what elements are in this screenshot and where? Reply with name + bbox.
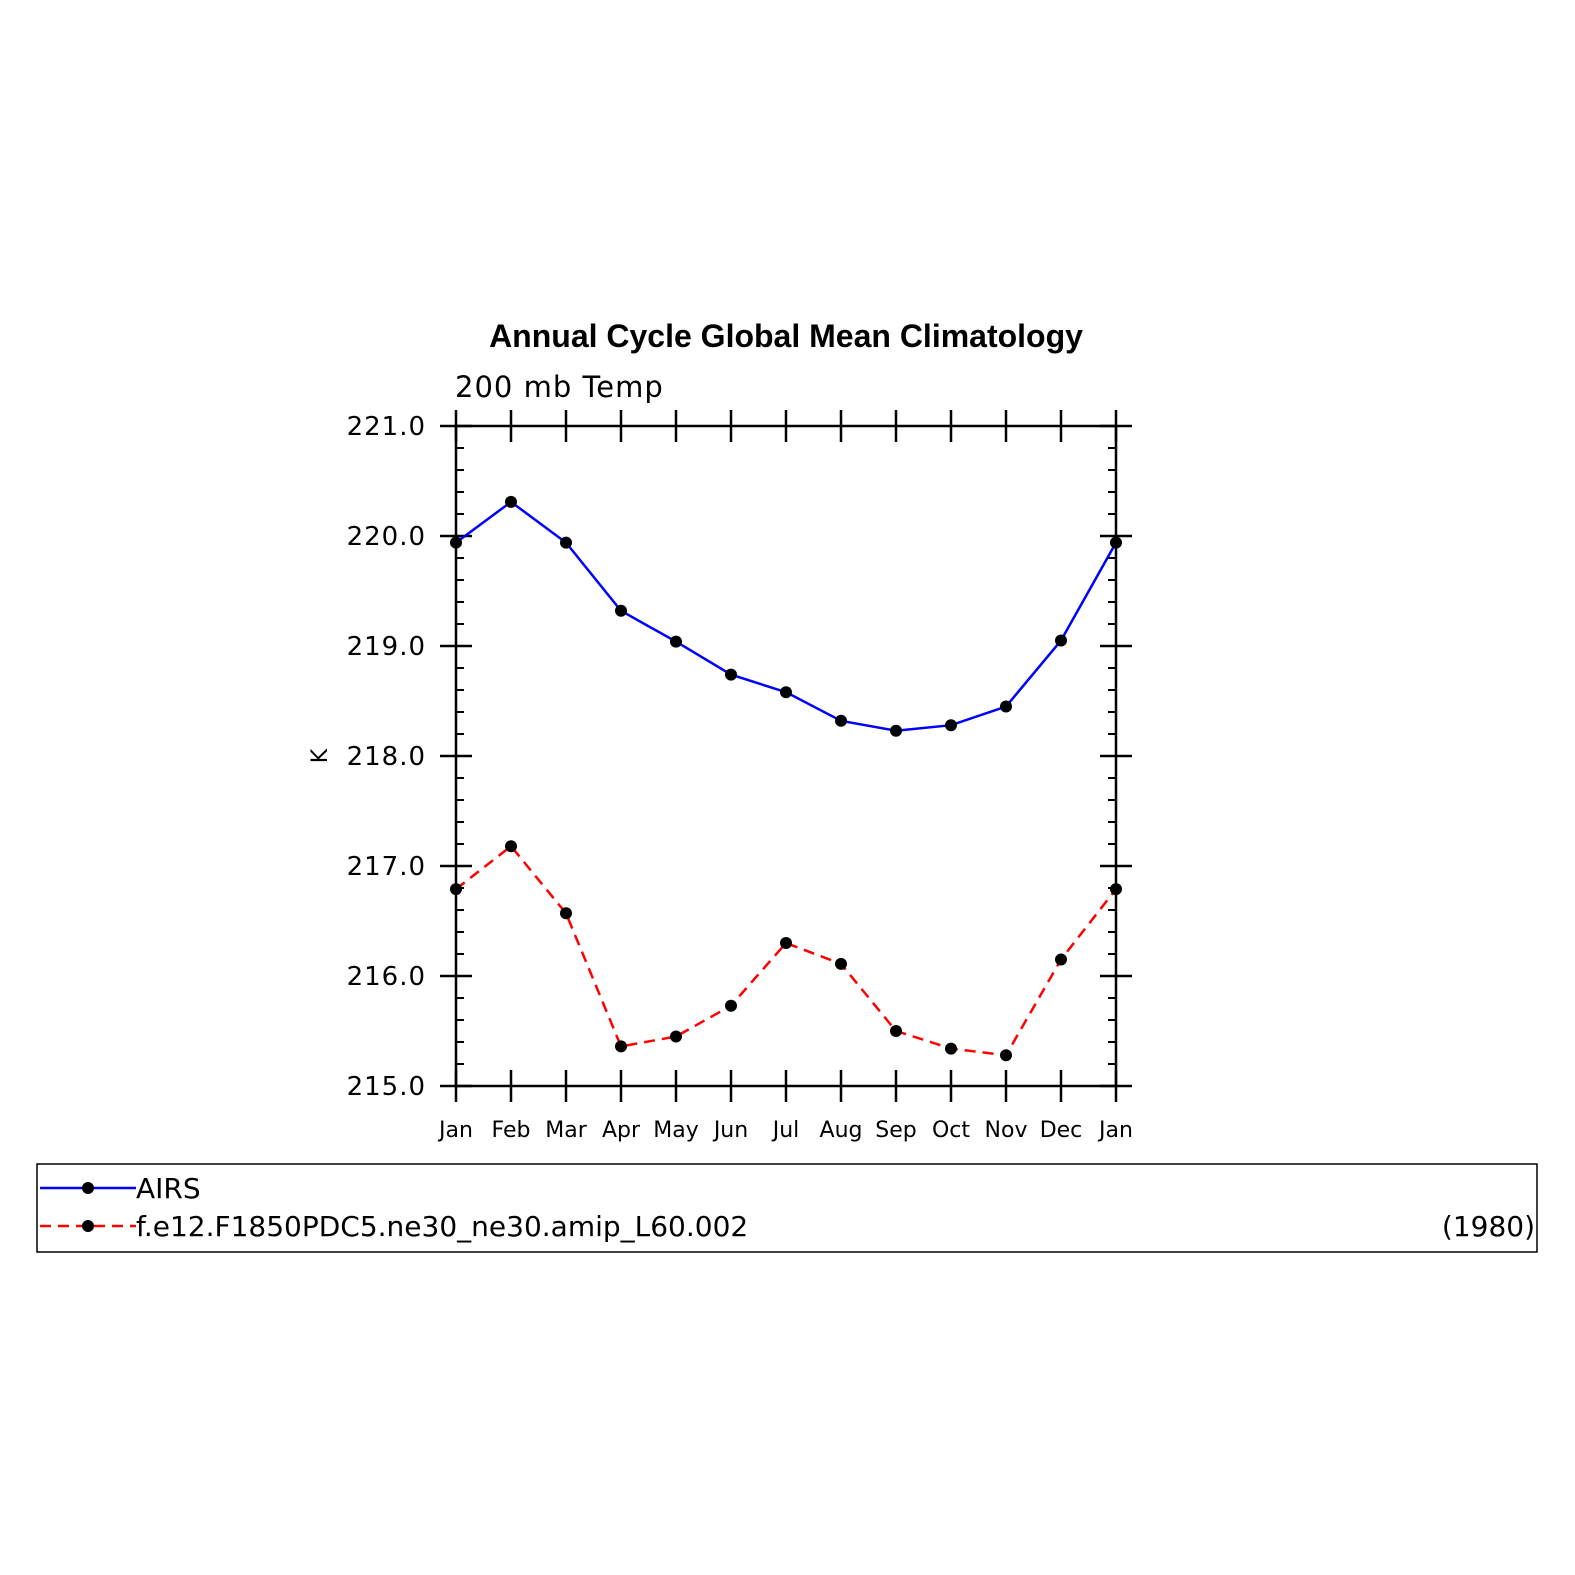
y-tick-label: 218.0 [347,742,426,772]
series-point-0 [615,604,627,617]
y-tick-label: 215.0 [347,1072,426,1102]
series-point-0 [670,635,682,648]
y-tick-label: 221.0 [347,412,426,442]
tick-marks [440,410,1132,1102]
y-axis-label: K [308,748,333,763]
series-point-0 [560,536,572,549]
y-tick-label: 216.0 [347,962,426,992]
x-tick-label: Feb [492,1118,531,1143]
series-point-0 [780,686,792,699]
chart-title: Annual Cycle Global Mean Climatology [489,318,1083,354]
legend-label-model: f.e12.F1850PDC5.ne30_ne30.amip_L60.002 [136,1210,748,1243]
series-point-1 [505,840,517,853]
y-tick-label: 217.0 [347,852,426,882]
series-point-1 [835,957,847,970]
y-tick-labels: 221.0 220.0 219.0 218.0 217.0 216.0 215.0 [347,412,426,1102]
chart-subtitle: 200 mb Temp [455,370,664,404]
y-tick-label: 219.0 [347,632,426,662]
x-tick-label: May [653,1118,698,1143]
x-tick-label: Jun [712,1118,748,1143]
series-point-0 [725,668,737,681]
series-point-0 [1000,700,1012,713]
x-tick-label: Oct [932,1118,970,1143]
legend-marker-airs [82,1182,94,1194]
series-point-0 [835,714,847,727]
x-tick-label: Jan [437,1118,473,1143]
y-tick-label: 220.0 [347,522,426,552]
series-point-0 [945,719,957,732]
legend-note: (1980) [1442,1210,1535,1243]
series-point-1 [725,999,737,1012]
series-layer [450,495,1122,1062]
series-point-1 [1000,1049,1012,1062]
x-tick-label: Jan [1097,1118,1133,1143]
legend-label-airs: AIRS [136,1172,201,1205]
series-point-0 [505,495,517,508]
series-point-1 [560,907,572,920]
series-point-1 [945,1042,957,1055]
x-tick-label: Jul [771,1118,800,1143]
x-tick-label: Apr [602,1118,641,1143]
series-point-1 [670,1030,682,1043]
legend-box [36,1163,1538,1253]
plot-frame [454,424,1118,1088]
x-tick-labels: Jan Feb Mar Apr May Jun Jul Aug Sep Oct Nov Dec Jan [437,1118,1133,1143]
series-line-1 [455,844,1117,1057]
series-point-1 [780,937,792,949]
series-point-0 [1055,634,1067,647]
legend: AIRS f.e12.F1850PDC5.ne30_ne30.amip_L60.… [36,1163,1538,1253]
series-point-0 [890,724,902,737]
x-tick-label: Dec [1040,1118,1083,1143]
series-point-1 [1055,953,1067,966]
x-tick-label: Mar [545,1118,587,1143]
series-point-1 [890,1025,902,1037]
series-point-1 [615,1040,627,1053]
x-tick-label: Sep [875,1118,916,1143]
legend-marker-model [82,1220,94,1232]
x-tick-label: Nov [985,1118,1028,1143]
x-tick-label: Aug [820,1118,863,1143]
